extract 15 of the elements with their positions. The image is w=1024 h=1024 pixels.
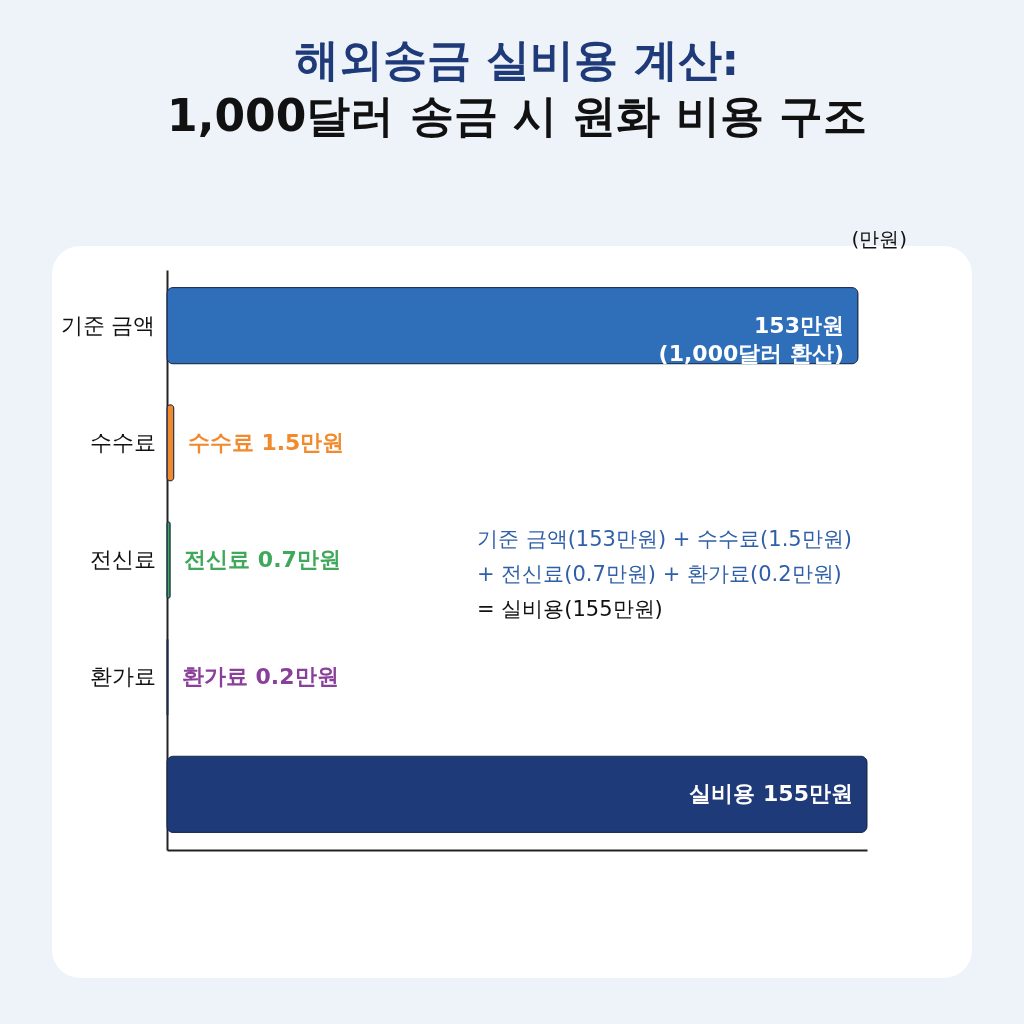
annotation: + 전신료(0.7만원) + 환가료(0.2만원): [477, 562, 842, 586]
data-label: 전신료 0.7만원: [184, 547, 341, 572]
y-tick-label: 기준 금액: [60, 312, 156, 338]
data-label: 수수료 1.5만원: [187, 429, 345, 455]
y-tick-label: 전신료: [89, 547, 156, 572]
data-label: 실비용 155만원: [689, 781, 853, 807]
x-axis-title: (만원): [851, 227, 907, 251]
data-label: 환가료 0.2만원: [181, 664, 339, 690]
y-tick-label: 수수료: [89, 429, 156, 455]
chart-subtitle: 1,000달러 송금 시 원화 비용 구조: [167, 90, 867, 141]
data-label: 153만원 (1,000달러 환산): [658, 312, 844, 366]
chart-title: 해외송금 실비용 계산:: [294, 34, 740, 85]
y-tick-label: 환가료: [89, 664, 156, 690]
annotation: 기준 금액(153만원) + 수수료(1.5만원): [477, 527, 852, 551]
annotation: = 실비용(155만원): [477, 597, 663, 621]
